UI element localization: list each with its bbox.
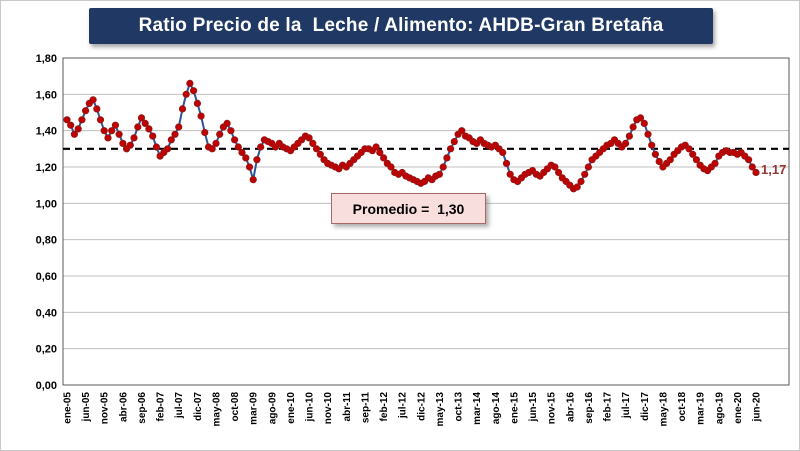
svg-text:0,00: 0,00 xyxy=(36,380,57,392)
svg-text:jun-05: jun-05 xyxy=(81,392,92,423)
average-annotation-box: Promedio = 1,30 xyxy=(331,193,486,224)
svg-text:feb-12: feb-12 xyxy=(379,392,390,422)
svg-text:may-13: may-13 xyxy=(435,392,446,427)
svg-text:sep-11: sep-11 xyxy=(360,392,371,424)
svg-text:dic-12: dic-12 xyxy=(416,392,427,421)
svg-text:nov-05: nov-05 xyxy=(100,392,111,425)
svg-text:jul-17: jul-17 xyxy=(621,392,632,420)
svg-text:dic-07: dic-07 xyxy=(193,392,204,421)
svg-text:feb-17: feb-17 xyxy=(603,392,614,422)
svg-text:0,80: 0,80 xyxy=(36,235,57,247)
svg-text:ago-09: ago-09 xyxy=(267,392,278,425)
svg-text:jul-12: jul-12 xyxy=(398,392,409,420)
svg-text:0,40: 0,40 xyxy=(36,307,57,319)
svg-text:oct-13: oct-13 xyxy=(454,392,465,422)
svg-text:1,20: 1,20 xyxy=(36,162,57,174)
svg-text:nov-10: nov-10 xyxy=(323,392,334,425)
svg-text:jun-10: jun-10 xyxy=(305,392,316,423)
svg-text:0,20: 0,20 xyxy=(36,344,57,356)
svg-text:jun-20: jun-20 xyxy=(752,392,763,423)
chart-title: Ratio Precio de la Leche / Alimento: AHD… xyxy=(89,8,713,44)
svg-text:may-18: may-18 xyxy=(658,392,669,427)
svg-text:1,00: 1,00 xyxy=(36,198,57,210)
plot-border xyxy=(62,57,790,386)
svg-text:sep-16: sep-16 xyxy=(584,392,595,424)
svg-text:ago-14: ago-14 xyxy=(491,392,502,425)
svg-text:sep-06: sep-06 xyxy=(137,392,148,424)
svg-text:ene-05: ene-05 xyxy=(63,392,74,424)
svg-text:feb-07: feb-07 xyxy=(156,392,167,422)
svg-text:1,80: 1,80 xyxy=(36,53,57,65)
svg-text:mar-14: mar-14 xyxy=(472,392,483,425)
y-axis-labels: 0,00 0,20 0,40 0,60 0,80 1,00 1,20 1,40 1,60 1,80 xyxy=(36,53,57,392)
svg-text:ago-19: ago-19 xyxy=(714,392,725,425)
svg-text:ene-10: ene-10 xyxy=(286,392,297,424)
series-line xyxy=(66,82,757,190)
svg-text:jun-15: jun-15 xyxy=(528,392,539,423)
svg-text:ene-20: ene-20 xyxy=(733,392,744,424)
svg-text:abr-11: abr-11 xyxy=(342,392,353,422)
x-axis-labels: ene-05 jun-05 nov-05 abr-06 sep-06 feb-07 jul-… xyxy=(63,392,763,427)
svg-text:may-08: may-08 xyxy=(212,392,223,427)
svg-text:dic-17: dic-17 xyxy=(640,392,651,421)
svg-text:abr-16: abr-16 xyxy=(565,392,576,422)
svg-text:1,60: 1,60 xyxy=(36,89,57,101)
svg-text:1,40: 1,40 xyxy=(36,126,57,138)
svg-text:oct-08: oct-08 xyxy=(230,392,241,422)
series-markers xyxy=(63,79,760,193)
svg-text:oct-18: oct-18 xyxy=(677,392,688,422)
svg-text:nov-15: nov-15 xyxy=(547,392,558,425)
svg-text:mar-09: mar-09 xyxy=(249,392,260,425)
svg-text:0,60: 0,60 xyxy=(36,271,57,283)
svg-text:mar-19: mar-19 xyxy=(696,392,707,425)
final-value-label: 1,17 xyxy=(761,162,787,177)
svg-text:abr-06: abr-06 xyxy=(118,392,129,422)
svg-text:jul-07: jul-07 xyxy=(174,392,185,420)
svg-text:ene-15: ene-15 xyxy=(509,392,520,424)
